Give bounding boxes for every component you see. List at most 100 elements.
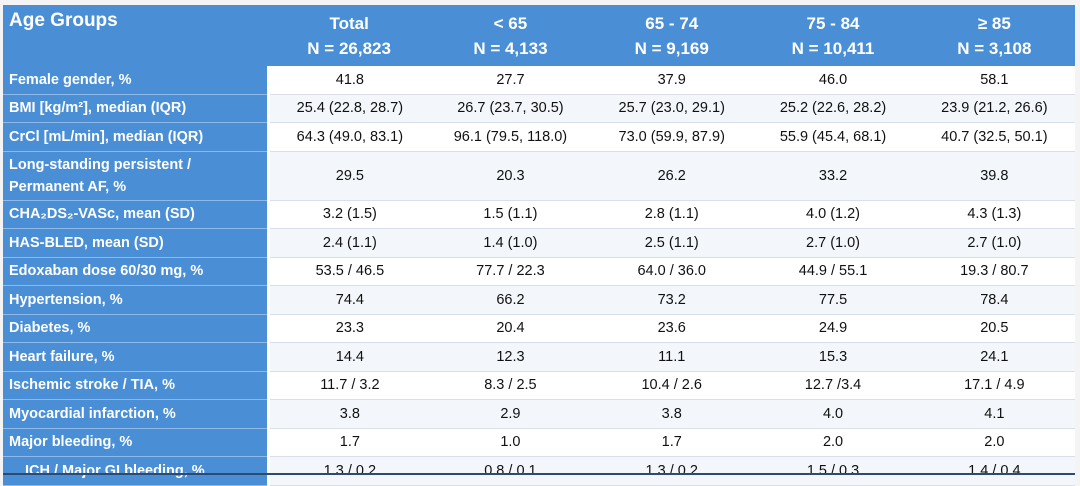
table-cell: 2.0 (913, 428, 1075, 457)
table-cell: 66.2 (429, 285, 592, 315)
table-cell: 44.9 / 55.1 (752, 257, 914, 286)
header-85-plus-name: ≥ 85 (977, 13, 1011, 33)
table-bottom-rule (3, 473, 1075, 475)
header-under-65: < 65 N = 4,133 (429, 5, 592, 66)
table-cell: 46.0 (752, 66, 914, 95)
table-row: CHA₂DS₂-VASc, mean (SD) 3.2 (1.5) 1.5 (1… (3, 200, 1075, 229)
row-label: Diabetes, % (3, 314, 270, 343)
header-total-name: Total (329, 13, 369, 33)
row-label: BMI [kg/m²], median (IQR) (3, 94, 270, 123)
table-cell: 2.0 (752, 428, 914, 457)
table-cell: 12.7 /3.4 (752, 371, 914, 400)
header-85-plus: ≥ 85 N = 3,108 (913, 5, 1075, 66)
table-cell: 11.7 / 3.2 (268, 371, 430, 400)
row-label: Myocardial infarction, % (3, 399, 270, 429)
table-cell: 23.9 (21.2, 26.6) (913, 94, 1075, 123)
table-cell: 58.1 (913, 66, 1075, 95)
header-total-n: N = 26,823 (307, 38, 391, 58)
table-cell: 1.5 (1.1) (429, 200, 592, 229)
table-cell: 2.8 (1.1) (591, 200, 753, 229)
table-cell: 41.8 (268, 66, 430, 95)
table-row: Diabetes, % 23.3 20.4 23.6 24.9 20.5 (3, 314, 1075, 343)
header-75-84-name: 75 - 84 (806, 13, 860, 33)
row-label: HAS-BLED, mean (SD) (3, 228, 270, 258)
table-cell: 8.3 / 2.5 (429, 371, 592, 400)
table-cell: 3.8 (268, 399, 430, 429)
header-row: Age Groups Total N = 26,823 < 65 N = 4,1… (3, 5, 1075, 66)
table-cell: 1.3 / 0.2 (268, 456, 430, 486)
table-cell: 1.7 (591, 428, 753, 457)
header-total: Total N = 26,823 (268, 5, 430, 66)
table-cell: 26.7 (23.7, 30.5) (429, 94, 592, 123)
table-row: Heart failure, % 14.4 12.3 11.1 15.3 24.… (3, 342, 1075, 372)
header-65-74-n: N = 9,169 (634, 38, 709, 58)
table-cell: 1.7 (268, 428, 430, 457)
header-65-74-name: 65 - 74 (645, 13, 699, 33)
table-cell: 4.0 (1.2) (752, 200, 914, 229)
table-cell: 24.1 (913, 342, 1075, 372)
table-cell: 2.5 (1.1) (591, 228, 753, 258)
table-cell: 37.9 (591, 66, 753, 95)
header-75-84-n: N = 10,411 (791, 38, 875, 58)
row-label: Ischemic stroke / TIA, % (3, 371, 270, 400)
table-row: Edoxaban dose 60/30 mg, % 53.5 / 46.5 77… (3, 257, 1075, 286)
table-cell: 2.4 (1.1) (268, 228, 430, 258)
table-row: Hypertension, % 74.4 66.2 73.2 77.5 78.4 (3, 285, 1075, 315)
row-label: Major bleeding, % (3, 428, 270, 457)
table-cell: 73.2 (591, 285, 753, 315)
row-label-line-1: Long-standing persistent / (9, 156, 192, 173)
table-cell: 19.3 / 80.7 (913, 257, 1075, 286)
row-label: Hypertension, % (3, 285, 270, 315)
header-75-84: 75 - 84 N = 10,411 (752, 5, 914, 66)
table-cell: 33.2 (752, 151, 914, 201)
table-row: Major bleeding, % 1.7 1.0 1.7 2.0 2.0 (3, 428, 1075, 457)
table-cell: 23.6 (591, 314, 753, 343)
table-cell: 23.3 (268, 314, 430, 343)
table-cell: 4.3 (1.3) (913, 200, 1075, 229)
table-row: Myocardial infarction, % 3.8 2.9 3.8 4.0… (3, 399, 1075, 429)
header-65-74: 65 - 74 N = 9,169 (591, 5, 753, 66)
row-label: ICH / Major GI bleeding, % (3, 456, 270, 486)
table-cell: 78.4 (913, 285, 1075, 315)
table-cell: 20.4 (429, 314, 592, 343)
baseline-characteristics-table: Age Groups Total N = 26,823 < 65 N = 4,1… (3, 5, 1075, 486)
table-cell: 39.8 (913, 151, 1075, 201)
table-cell: 96.1 (79.5, 118.0) (429, 122, 592, 152)
row-label-line-2: Permanent AF, % (9, 178, 127, 195)
table-cell: 15.3 (752, 342, 914, 372)
row-label: Heart failure, % (3, 342, 270, 372)
table-cell: 25.7 (23.0, 29.1) (591, 94, 753, 123)
table-row: Ischemic stroke / TIA, % 11.7 / 3.2 8.3 … (3, 371, 1075, 400)
table-cell: 17.1 / 4.9 (913, 371, 1075, 400)
table-cell: 1.0 (429, 428, 592, 457)
header-age-groups: Age Groups (3, 5, 269, 66)
data-table: Age Groups Total N = 26,823 < 65 N = 4,1… (3, 5, 1075, 486)
table-cell: 26.2 (591, 151, 753, 201)
table-cell: 74.4 (268, 285, 430, 315)
table-cell: 4.0 (752, 399, 914, 429)
table-cell: 1.4 / 0.4 (913, 456, 1075, 486)
table-cell: 4.1 (913, 399, 1075, 429)
table-cell: 1.5 / 0.3 (752, 456, 914, 486)
table-cell: 55.9 (45.4, 68.1) (752, 122, 914, 152)
table-cell: 2.7 (1.0) (913, 228, 1075, 258)
table-row: Female gender, % 41.8 27.7 37.9 46.0 58.… (3, 66, 1075, 95)
table-cell: 40.7 (32.5, 50.1) (913, 122, 1075, 152)
table-cell: 77.7 / 22.3 (429, 257, 592, 286)
row-label: Long-standing persistent / Permanent AF,… (3, 151, 270, 201)
table-cell: 24.9 (752, 314, 914, 343)
table-cell: 64.0 / 36.0 (591, 257, 753, 286)
table-cell: 14.4 (268, 342, 430, 372)
table-cell: 77.5 (752, 285, 914, 315)
table-cell: 29.5 (268, 151, 430, 201)
table-cell: 53.5 / 46.5 (268, 257, 430, 286)
table-cell: 1.4 (1.0) (429, 228, 592, 258)
table-cell: 2.9 (429, 399, 592, 429)
table-cell: 11.1 (591, 342, 753, 372)
table-row: CrCl [mL/min], median (IQR) 64.3 (49.0, … (3, 122, 1075, 152)
table-cell: 73.0 (59.9, 87.9) (591, 122, 753, 152)
table-cell: 27.7 (429, 66, 592, 95)
header-under-65-name: < 65 (493, 13, 528, 33)
table-cell: 25.2 (22.6, 28.2) (752, 94, 914, 123)
row-label: Female gender, % (3, 66, 270, 95)
